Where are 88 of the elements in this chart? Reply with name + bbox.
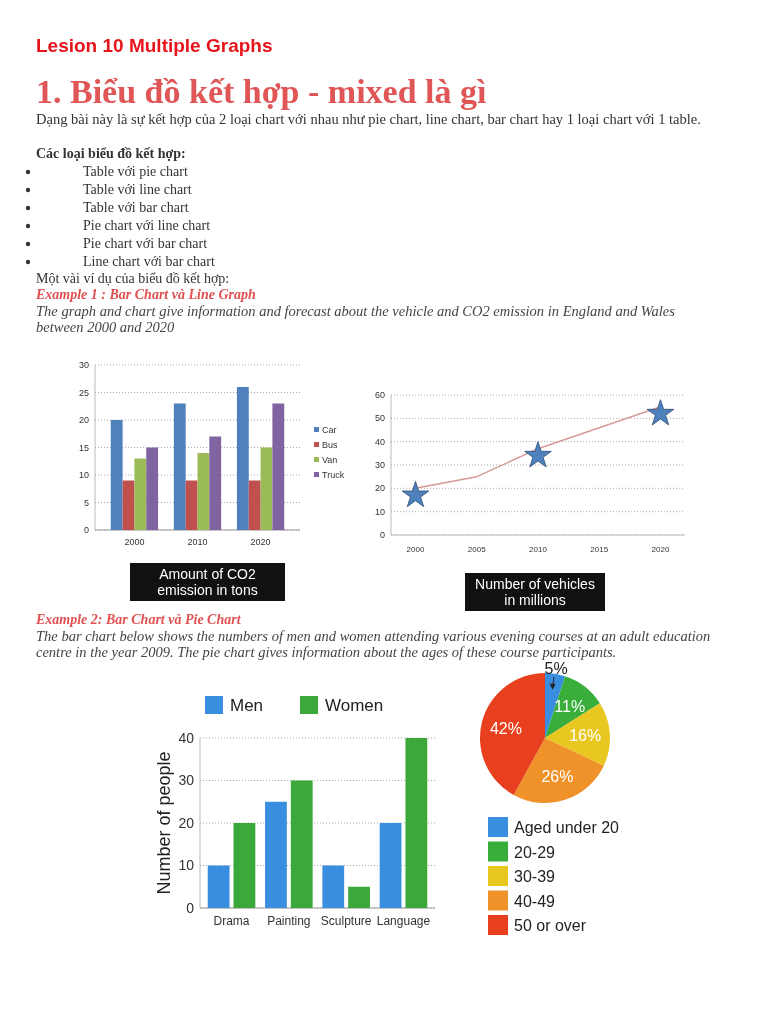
x-tick-label: Sculpture [320,914,372,928]
bar [236,387,249,530]
data-label: 5% [544,660,568,677]
bar [207,865,230,908]
y-tick-label: 20 [178,814,195,831]
legend-label: Car [322,425,337,435]
y-axis-title: Number of people [154,751,174,895]
y-tick-label: 25 [78,387,89,398]
data-label: 42% [489,719,522,737]
bar [290,780,313,908]
bar [134,458,147,530]
x-tick-label: 2000 [406,545,425,554]
y-tick-label: 60 [374,390,385,401]
bar [260,447,273,530]
y-tick-label: 0 [379,530,385,541]
bar [405,738,428,908]
y-tick-label: 30 [374,460,385,471]
legend-label: Women [325,696,384,715]
y-tick-label: 15 [78,442,89,453]
x-axis-title: Amount of CO2 emission in tons [157,566,258,598]
bar [146,447,159,530]
text: Lesion 10 Multiple Graphs [36,35,273,56]
legend-label: 50 or over [514,917,587,934]
bar [173,403,186,530]
y-tick-label: 10 [374,506,385,517]
bar [322,865,345,908]
y-tick-label: 0 [186,899,195,916]
x-tick-label: 2020 [651,545,670,554]
legend-label: Truck [322,470,345,480]
y-tick-label: 20 [374,483,385,494]
text: Table với line chart [83,182,192,197]
text: Example 1 : Bar Chart và Line Graph [35,287,256,302]
legend-label: 20-29 [514,843,556,861]
text: Line chart với bar chart [83,254,215,269]
bar [379,823,402,908]
legend-label: Bus [322,440,339,450]
bar [197,453,210,530]
y-tick-label: 20 [78,415,89,426]
x-tick-label: 2020 [250,537,271,547]
text: Pie chart với line chart [83,218,211,233]
y-tick-label: 5 [83,497,89,508]
y-tick-label: 0 [83,525,89,536]
x-tick-label: 2005 [467,545,487,554]
x-tick-label: Painting [267,914,311,928]
bar [122,480,135,530]
x-tick-label: Language [376,914,431,928]
legend-label: 30-39 [514,868,556,885]
text: Một vài ví dụ của biểu đồ kết hợp: [36,271,230,286]
bar [110,420,123,530]
x-tick-label: Drama [213,914,250,928]
legend-label: 40-49 [514,892,556,910]
text: Example 2: Bar Chart và Pie Chart [35,612,242,627]
bar [348,886,370,908]
x-tick-label: 2015 [590,545,609,554]
y-tick-label: 10 [178,857,195,874]
y-tick-label: 40 [178,729,195,746]
text: The bar chart below shows the numbers of men and women attending various evening courses at an adult education centre in the year 2009. The pie chart gives information about the ages of these course participants. [36,628,711,660]
x-axis-title: Number of vehicles in millions [475,576,595,608]
legend-label: Van [322,455,338,465]
y-tick-label: 40 [374,436,385,447]
point [524,441,552,468]
text: Table với bar chart [83,200,189,215]
legend-label: Aged under 20 [514,819,620,836]
text: 1. Biểu đồ kết hợp - mixed là gì [36,73,487,110]
y-tick-label: 10 [78,470,89,481]
x-tick-label: 2010 [187,537,208,547]
x-tick-label: 2000 [124,537,145,547]
bar [272,403,285,530]
y-tick-label: 50 [374,413,385,424]
x-tick-label: 2010 [529,545,548,554]
text: The graph and chart give information and forecast about the vehicle and CO2 emission in England and Wales between 2000 and 2020 [36,303,676,335]
bar [209,436,222,530]
point [646,399,675,426]
text: Pie chart với bar chart [83,236,208,251]
text: Các loại biểu đồ kết hợp: [36,146,186,161]
data-label: 16% [569,727,602,745]
data-label: 11% [554,698,586,716]
text: Dạng bài này là sự kết hợp của 2 loại chart với nhau như pie chart, line chart, bar chart hay 1 loại chart với 1 table. [36,111,701,127]
legend-label: Men [230,696,264,715]
text: Table với pie chart [83,164,188,179]
bar [185,480,198,530]
bar [265,801,287,908]
point [401,480,430,508]
y-tick-label: 30 [178,772,195,789]
y-tick-label: 30 [78,360,89,371]
data-label: 26% [541,768,574,786]
bar [233,823,256,908]
bar [248,480,261,530]
